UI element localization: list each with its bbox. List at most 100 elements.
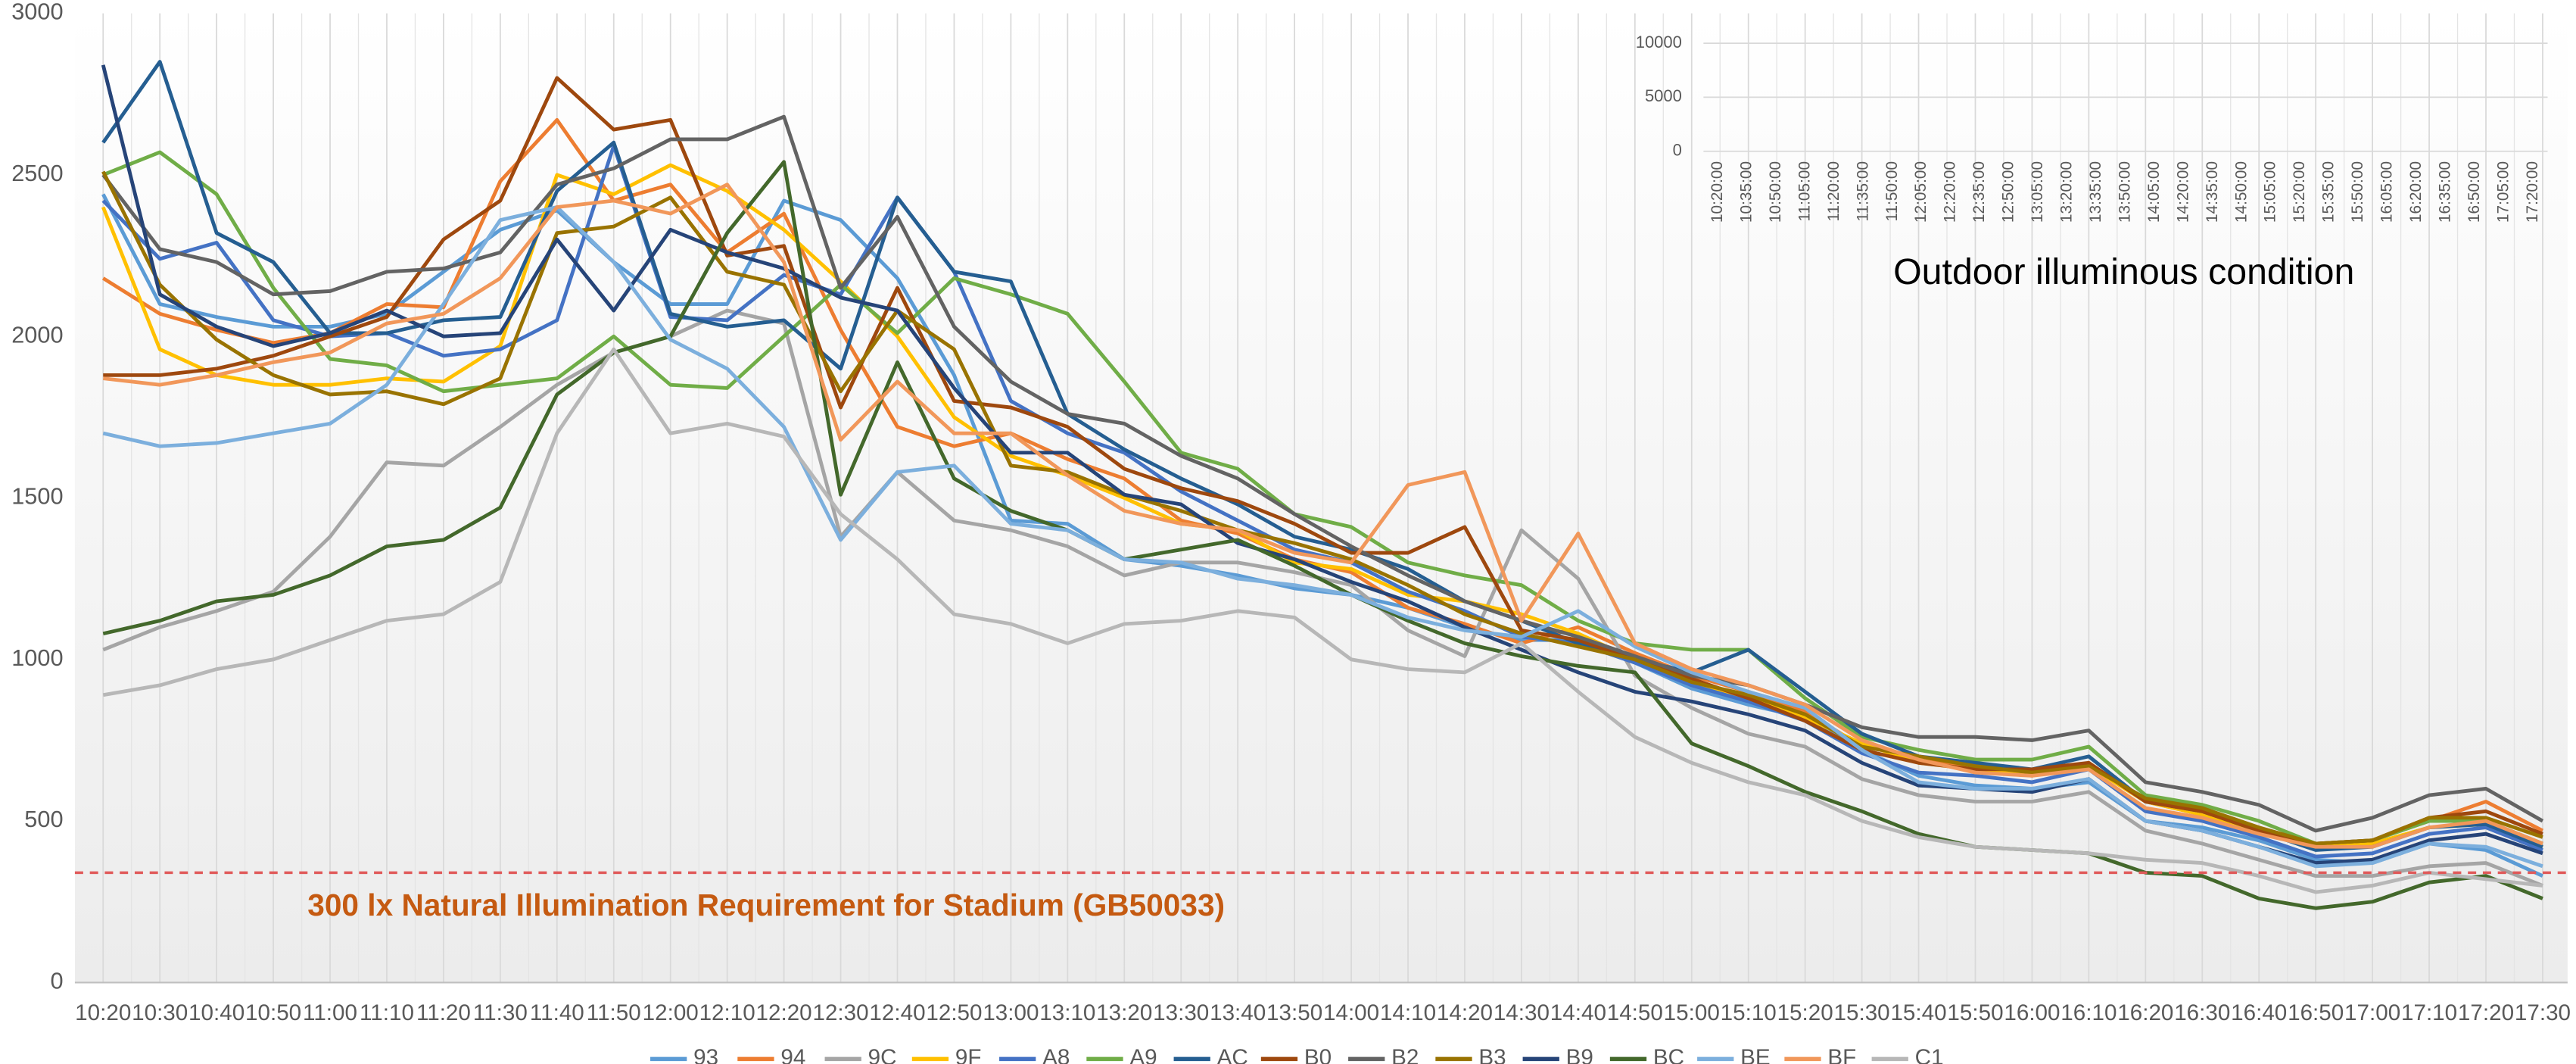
- legend-label: A9: [1129, 1045, 1157, 1064]
- x-tick-label: 14:20: [1437, 1000, 1493, 1025]
- x-tick-label: 12:20:00: [1942, 161, 1959, 223]
- x-tick-label: 14:50: [1607, 1000, 1663, 1025]
- x-tick-label: 14:05:00: [2145, 161, 2163, 223]
- x-tick-label: 11:05:00: [1796, 161, 1813, 222]
- legend-label: 9F: [955, 1045, 982, 1064]
- x-tick-label: 11:50: [587, 1000, 641, 1025]
- inset-chart: 0 5000 10000 10:20:00 10:35:00 10:50:00 11:05:…: [1636, 33, 2548, 292]
- y-tick-label: 2500: [11, 160, 63, 186]
- x-tick-label: 10:50: [245, 1000, 301, 1025]
- x-tick-label: 11:50:00: [1883, 161, 1901, 222]
- x-tick-label: 12:50:00: [2000, 161, 2017, 223]
- legend-label: B2: [1391, 1045, 1419, 1064]
- y-tick-label: 5000: [1645, 86, 1682, 105]
- x-tick-label: 13:35:00: [2087, 161, 2104, 223]
- legend-label: C1: [1915, 1045, 1944, 1064]
- x-tick-label: 16:00: [2004, 1000, 2060, 1025]
- y-tick-label: 2000: [11, 321, 63, 348]
- x-tick-label: 13:10: [1039, 1000, 1095, 1025]
- x-tick-label: 14:50:00: [2232, 161, 2250, 223]
- x-tick-label: 16:10: [2060, 1000, 2117, 1025]
- x-tick-label: 14:40: [1550, 1000, 1606, 1025]
- x-tick-label: 11:20:00: [1825, 161, 1842, 222]
- x-tick-label: 17:20: [2458, 1000, 2514, 1025]
- x-tick-label: 11:20: [416, 1000, 471, 1025]
- x-tick-label: 11:35:00: [1854, 161, 1871, 222]
- legend-label: 93: [693, 1045, 718, 1064]
- x-tick-label: 10:50:00: [1767, 161, 1784, 223]
- legend-label: BE: [1740, 1045, 1771, 1064]
- x-tick-label: 12:05:00: [1912, 161, 1930, 223]
- series-line: [102, 160, 2543, 910]
- x-tick-label: 10:20: [75, 1000, 131, 1025]
- x-tick-label: 17:30: [2515, 1000, 2571, 1025]
- legend-label: BF: [1827, 1045, 1856, 1064]
- x-tick-label: 15:20:00: [2291, 161, 2308, 223]
- x-tick-label: 14:20:00: [2174, 161, 2191, 223]
- x-tick-label: 14:10: [1380, 1000, 1436, 1025]
- x-tick-label: 12:30: [812, 1000, 868, 1025]
- x-tick-label: 15:20: [1777, 1000, 1833, 1025]
- inset-title: Outdoor illuminous condition: [1893, 251, 2354, 292]
- legend-label: B9: [1566, 1045, 1593, 1064]
- x-tick-label: 14:35:00: [2204, 161, 2221, 223]
- x-tick-label: 14:00: [1323, 1000, 1379, 1025]
- x-tick-label: 13:20: [1096, 1000, 1152, 1025]
- x-tick-label: 13:50:00: [2116, 161, 2133, 223]
- x-tick-label: 12:00: [643, 1000, 699, 1025]
- x-tick-label: 13:20:00: [2058, 161, 2076, 223]
- y-tick-label: 3000: [11, 0, 63, 25]
- y-tick-label: 1000: [11, 644, 63, 671]
- x-tick-label: 15:10: [1721, 1000, 1777, 1025]
- x-tick-label: 12:35:00: [1970, 161, 1988, 223]
- series-line: [102, 183, 2543, 849]
- x-tick-label: 11:10: [360, 1000, 414, 1025]
- y-tick-label: 0: [1673, 141, 1682, 160]
- x-tick-label: 16:05:00: [2378, 161, 2396, 223]
- series-line: [101, 114, 2544, 833]
- series-line: [101, 170, 2543, 846]
- y-tick-label: 1500: [11, 483, 63, 510]
- x-tick-label: 15:05:00: [2262, 161, 2279, 223]
- x-tick-label: 13:40: [1210, 1000, 1266, 1025]
- x-tick-label: 13:30: [1153, 1000, 1209, 1025]
- x-tick-label: 17:00: [2344, 1000, 2400, 1025]
- x-tick-label: 16:40: [2231, 1000, 2287, 1025]
- x-tick-label: 15:50: [1947, 1000, 2003, 1025]
- legend-label: A8: [1042, 1045, 1070, 1064]
- series-line: [102, 347, 2543, 894]
- x-tick-label: 12:50: [926, 1000, 982, 1025]
- y-tick-label: 10000: [1636, 33, 1682, 51]
- plot-background: [74, 13, 2568, 983]
- legend-label: B3: [1478, 1045, 1506, 1064]
- x-tick-label: 16:50: [2288, 1000, 2344, 1025]
- x-tick-label: 17:10: [2401, 1000, 2457, 1025]
- x-tick-label: 12:20: [756, 1000, 812, 1025]
- x-tick-label: 16:50:00: [2465, 161, 2483, 223]
- x-tick-label: 11:00: [303, 1000, 357, 1025]
- x-tick-label: 15:35:00: [2320, 161, 2338, 223]
- y-tick-label: 0: [50, 968, 63, 994]
- x-tick-label: 13:00: [983, 1000, 1039, 1025]
- legend-label: 9C: [868, 1045, 897, 1064]
- legend-label: B0: [1304, 1045, 1332, 1064]
- x-tick-label: 16:20: [2117, 1000, 2173, 1025]
- x-tick-label: 14:30: [1494, 1000, 1550, 1025]
- series-line: [103, 76, 2543, 846]
- series-line: [102, 205, 2543, 869]
- x-tick-label: 12:40: [869, 1000, 925, 1025]
- x-tick-label: 15:50:00: [2349, 161, 2366, 223]
- x-tick-label: 10:40: [188, 1000, 245, 1025]
- x-tick-label: 12:10: [699, 1000, 755, 1025]
- x-tick-label: 13:50: [1266, 1000, 1322, 1025]
- legend-label: AC: [1217, 1045, 1248, 1064]
- x-tick-label: 11:40: [530, 1000, 584, 1025]
- x-tick-label: 16:35:00: [2436, 161, 2453, 223]
- x-tick-label: 17:20:00: [2524, 161, 2541, 223]
- series-line: [102, 150, 2543, 846]
- x-tick-label: 10:30: [132, 1000, 188, 1025]
- x-tick-label: 15:00: [1664, 1000, 1720, 1025]
- x-tick-label: 16:20:00: [2407, 161, 2425, 223]
